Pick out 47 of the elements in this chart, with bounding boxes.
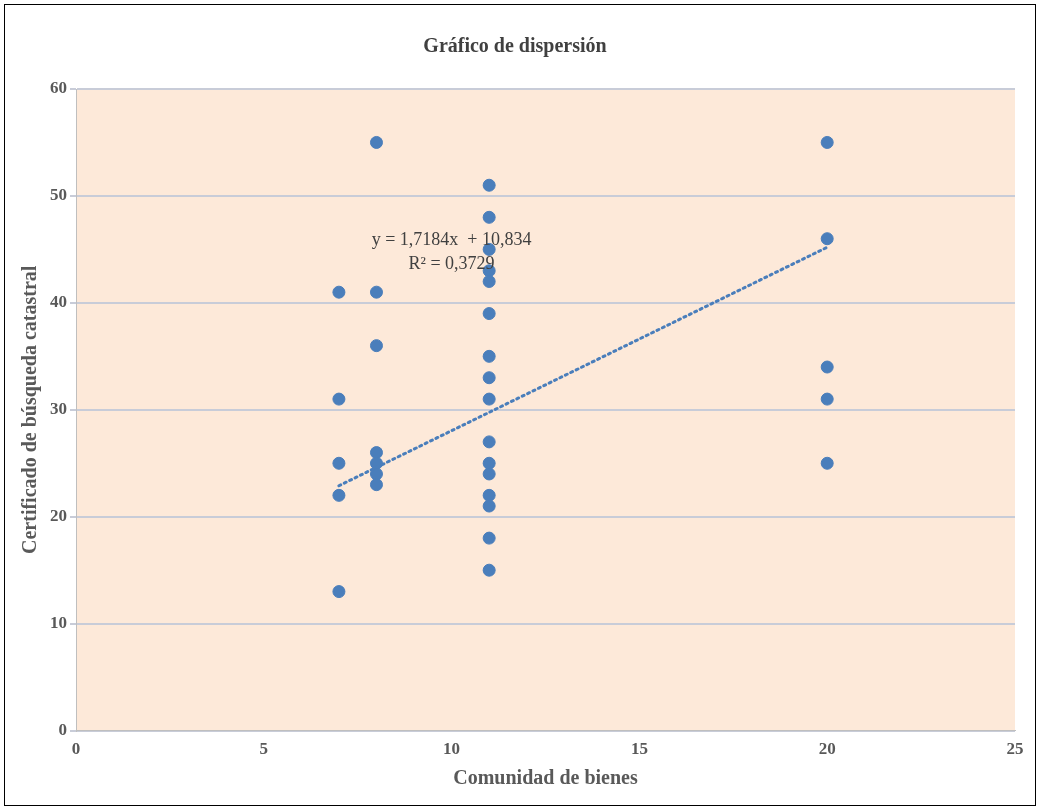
point [332, 488, 346, 502]
point [482, 467, 496, 481]
x-tick-label: 10 [443, 739, 461, 759]
point [482, 371, 496, 385]
y-tick-label: 60 [50, 78, 67, 98]
x-tick-label: 15 [630, 739, 648, 759]
point [369, 285, 383, 299]
annotation: y = 1,7184x + 10,834 [371, 228, 532, 249]
point [820, 392, 834, 406]
chart-title: Gráfico de dispersión [423, 34, 607, 58]
point [482, 531, 496, 545]
x-axis-title: Comunidad de bienes [453, 766, 638, 789]
point [482, 488, 496, 502]
point [482, 307, 496, 321]
point [482, 392, 496, 406]
point [820, 135, 834, 149]
y-tick-label: 0 [58, 719, 67, 739]
point [482, 349, 496, 363]
y-tick-label: 20 [50, 506, 67, 526]
point [820, 360, 834, 374]
x-tick-label: 25 [1006, 739, 1024, 759]
point [820, 232, 834, 246]
point [369, 135, 383, 149]
x-tick-label: 5 [259, 739, 269, 759]
x-tick-label: 20 [818, 739, 836, 759]
x-tick-label: 0 [71, 739, 81, 759]
point [332, 285, 346, 299]
y-tick-label: 40 [50, 292, 67, 312]
y-axis-title: Certificado de búsqueda catastral [18, 265, 42, 554]
y-tick-label: 10 [50, 613, 67, 633]
annotation: R² = 0,3729 [408, 252, 495, 273]
y-tick-label: 30 [50, 399, 67, 419]
point [482, 435, 496, 449]
point [482, 563, 496, 577]
point [482, 456, 496, 470]
y-tick-label: 50 [50, 185, 67, 205]
point [482, 274, 496, 288]
point [482, 178, 496, 192]
point [332, 392, 346, 406]
point [332, 456, 346, 470]
point [332, 585, 346, 599]
point [820, 456, 834, 470]
point [482, 210, 496, 224]
point [482, 499, 496, 513]
point [369, 478, 383, 492]
point [369, 339, 383, 353]
point [369, 446, 383, 460]
